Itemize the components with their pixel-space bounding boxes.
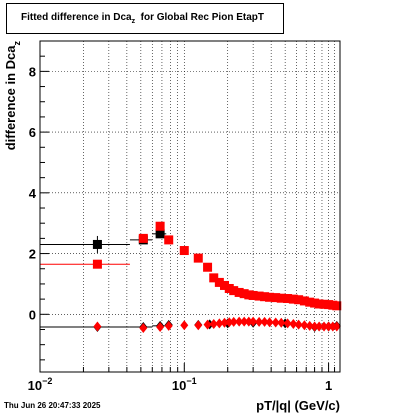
red-diamond-marker — [332, 321, 341, 332]
red-square-marker — [294, 295, 304, 305]
red-diamond-marker — [271, 317, 280, 328]
title-suffix: for Global Rec Pion EtapT — [135, 12, 264, 23]
y-tick-label: 4 — [29, 186, 37, 201]
red-diamond-marker — [255, 316, 264, 327]
red-square-marker — [248, 290, 258, 300]
y-tick-label: 0 — [29, 307, 36, 322]
red-square-marker — [254, 291, 264, 301]
red-square-marker — [92, 259, 102, 269]
red-diamond-marker — [203, 319, 212, 330]
y-tick-label: 2 — [29, 247, 36, 262]
red-diamond-marker — [277, 317, 286, 328]
red-diamond-marker — [310, 321, 319, 332]
red-square-marker — [229, 286, 239, 296]
red-square-marker — [179, 246, 189, 256]
y-axis-label: difference in Dcaz — [3, 41, 22, 151]
red-diamond-marker — [235, 316, 244, 327]
red-square-marker — [209, 273, 219, 283]
title-box: Fitted difference in Dcaz for Global Rec… — [6, 3, 284, 34]
red-square-marker — [234, 287, 244, 297]
x-tick-label: 10−1 — [172, 376, 197, 393]
red-diamond-marker — [289, 319, 298, 330]
x-axis-label: pT/|q| (GeV/c) — [256, 398, 340, 413]
red-square-marker — [299, 296, 309, 306]
red-diamond-marker — [294, 319, 303, 330]
red-diamond-marker — [93, 321, 102, 332]
red-square-marker — [214, 277, 224, 287]
red-square-marker — [276, 293, 286, 303]
red-square-marker — [203, 262, 213, 272]
red-square-marker — [288, 294, 298, 304]
red-square-marker — [260, 292, 270, 302]
red-diamond-marker — [215, 318, 224, 329]
y-tick-label: 6 — [29, 125, 36, 140]
title-subscript: z — [131, 18, 136, 25]
red-diamond-marker — [209, 319, 218, 330]
red-square-marker — [271, 293, 281, 303]
red-diamond-marker — [194, 320, 203, 331]
red-square-marker — [305, 297, 315, 307]
red-diamond-marker — [244, 316, 253, 327]
red-diamond-marker — [220, 317, 229, 328]
red-square-marker — [220, 280, 230, 290]
red-diamond-marker — [240, 316, 249, 327]
x-tick-label: 1 — [325, 378, 332, 393]
red-diamond-marker — [300, 320, 309, 331]
red-diamond-marker — [225, 317, 234, 328]
red-square-marker — [239, 289, 249, 299]
red-diamond-marker — [164, 320, 173, 331]
red-square-marker — [314, 299, 324, 309]
red-square-marker — [283, 294, 293, 304]
red-square-marker — [193, 253, 203, 263]
red-square-marker — [138, 233, 148, 243]
red-diamond-marker — [180, 320, 189, 331]
red-square-marker — [332, 301, 342, 311]
red-square-marker — [319, 299, 329, 309]
red-diamond-marker — [283, 318, 292, 329]
red-diamond-marker — [320, 321, 329, 332]
x-tick-label: 10−2 — [28, 376, 53, 393]
red-diamond-marker — [249, 316, 258, 327]
black-square-marker — [155, 229, 165, 239]
red-diamond-marker — [324, 321, 333, 332]
red-diamond-marker — [265, 317, 274, 328]
title-main: Fitted difference in Dca — [21, 12, 132, 23]
red-square-marker — [265, 292, 275, 302]
red-diamond-marker — [260, 316, 269, 327]
chart-title: Fitted difference in Dcaz for Global Rec… — [21, 12, 264, 25]
y-tick-label: 8 — [29, 64, 36, 79]
date-stamp: Thu Jun 26 20:47:33 2025 — [4, 401, 101, 410]
red-diamond-marker — [139, 322, 148, 333]
red-square-marker — [164, 235, 174, 245]
red-square-marker — [310, 298, 320, 308]
red-diamond-marker — [156, 322, 165, 333]
plot-frame — [39, 40, 341, 373]
red-square-marker — [155, 221, 165, 231]
red-diamond-marker — [315, 321, 324, 332]
red-diamond-marker — [229, 316, 238, 327]
black-square-marker — [92, 239, 102, 249]
red-diamond-marker — [305, 320, 314, 331]
